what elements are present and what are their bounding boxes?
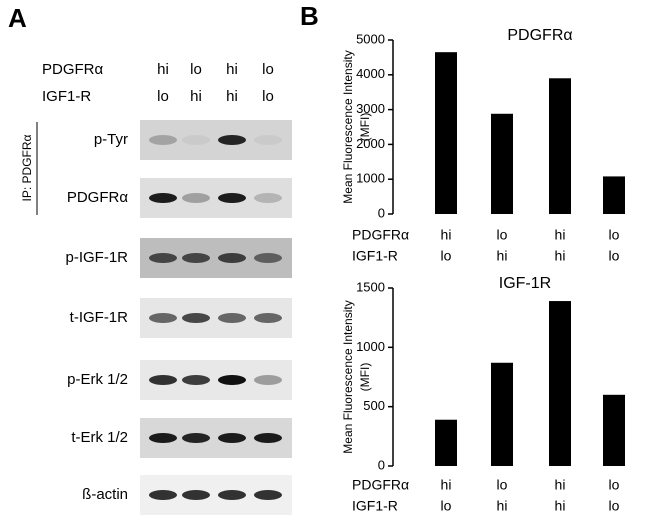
category-label: hi — [555, 227, 566, 243]
blot-band — [218, 253, 246, 263]
y-tick-label: 1000 — [356, 339, 385, 354]
blot-band — [218, 433, 246, 443]
bar — [603, 394, 625, 466]
category-row-label: IGF1-R — [352, 248, 398, 264]
category-row-label: IGF1-R — [352, 498, 398, 514]
bar — [491, 113, 513, 214]
y-axis-label: Mean Fluorescence Intensity — [341, 50, 355, 203]
lane-label: hi — [190, 88, 202, 105]
chart-title: PDGFRα — [507, 27, 572, 44]
bar — [491, 362, 513, 466]
y-tick-label: 4000 — [356, 66, 385, 81]
category-label: hi — [441, 227, 452, 243]
blot-band — [182, 490, 210, 500]
blot-band — [254, 313, 282, 323]
blot-band — [182, 375, 210, 385]
lane-label: lo — [262, 61, 274, 78]
y-tick-label: 2000 — [356, 136, 385, 151]
blot-band — [254, 375, 282, 385]
category-label: lo — [609, 248, 620, 264]
blot-band — [182, 135, 210, 145]
blot-band — [218, 490, 246, 500]
blot-label: p-Erk 1/2 — [67, 371, 128, 388]
blot-background — [140, 120, 292, 160]
blot-band — [149, 375, 177, 385]
row-label: PDGFRα — [42, 61, 104, 78]
y-tick-label: 0 — [378, 457, 385, 472]
category-label: lo — [497, 227, 508, 243]
category-row-label: PDGFRα — [352, 227, 409, 243]
category-label: hi — [555, 498, 566, 514]
y-tick-label: 1500 — [356, 279, 385, 294]
lane-label: hi — [226, 61, 238, 78]
lane-label: lo — [262, 88, 274, 105]
blot-band — [182, 253, 210, 263]
y-tick-label: 5000 — [356, 31, 385, 46]
blot-band — [149, 193, 177, 203]
category-label: hi — [497, 498, 508, 514]
category-label: hi — [555, 477, 566, 493]
bar — [549, 301, 571, 466]
bar — [549, 78, 571, 214]
blot-band — [149, 135, 177, 145]
blot-band — [254, 193, 282, 203]
category-label: lo — [441, 248, 452, 264]
blot-band — [182, 313, 210, 323]
blot-band — [149, 433, 177, 443]
ip-label: IP: PDGFRα — [20, 134, 34, 201]
category-label: lo — [609, 477, 620, 493]
category-row-label: PDGFRα — [352, 477, 409, 493]
category-label: lo — [497, 477, 508, 493]
blot-label: t-Erk 1/2 — [71, 429, 128, 446]
blot-band — [218, 313, 246, 323]
blot-label: p-Tyr — [94, 131, 128, 148]
blot-band — [254, 253, 282, 263]
blot-band — [218, 375, 246, 385]
y-tick-label: 0 — [378, 205, 385, 220]
bar — [603, 176, 625, 214]
row-label: IGF1-R — [42, 88, 91, 105]
blot-band — [254, 135, 282, 145]
blot-band — [182, 433, 210, 443]
lane-label: hi — [157, 61, 169, 78]
category-label: lo — [441, 498, 452, 514]
blot-label: ß-actin — [82, 486, 128, 503]
blot-band — [149, 313, 177, 323]
bar — [435, 52, 457, 215]
blot-label: PDGFRα — [67, 189, 129, 206]
lane-label: lo — [157, 88, 169, 105]
y-tick-label: 1000 — [356, 171, 385, 186]
category-label: hi — [555, 248, 566, 264]
lane-label: lo — [190, 61, 202, 78]
panel-label: B — [300, 1, 319, 31]
category-label: hi — [441, 477, 452, 493]
category-label: hi — [497, 248, 508, 264]
blot-band — [149, 253, 177, 263]
y-axis-label: Mean Fluorescence Intensity — [341, 300, 355, 453]
y-axis-label: (MFI) — [358, 363, 372, 392]
y-tick-label: 500 — [363, 398, 385, 413]
y-axis-label: (MFI) — [358, 113, 372, 142]
bar — [435, 419, 457, 466]
category-label: lo — [609, 498, 620, 514]
y-tick-label: 3000 — [356, 101, 385, 116]
blot-label: p-IGF-1R — [65, 249, 128, 266]
blot-band — [254, 490, 282, 500]
blot-band — [218, 193, 246, 203]
blot-label: t-IGF-1R — [70, 309, 128, 326]
blot-band — [182, 193, 210, 203]
category-label: lo — [609, 227, 620, 243]
panel-label: A — [8, 3, 27, 33]
lane-label: hi — [226, 88, 238, 105]
blot-band — [149, 490, 177, 500]
chart-title: IGF-1R — [499, 275, 551, 292]
blot-band — [254, 433, 282, 443]
blot-band — [218, 135, 246, 145]
